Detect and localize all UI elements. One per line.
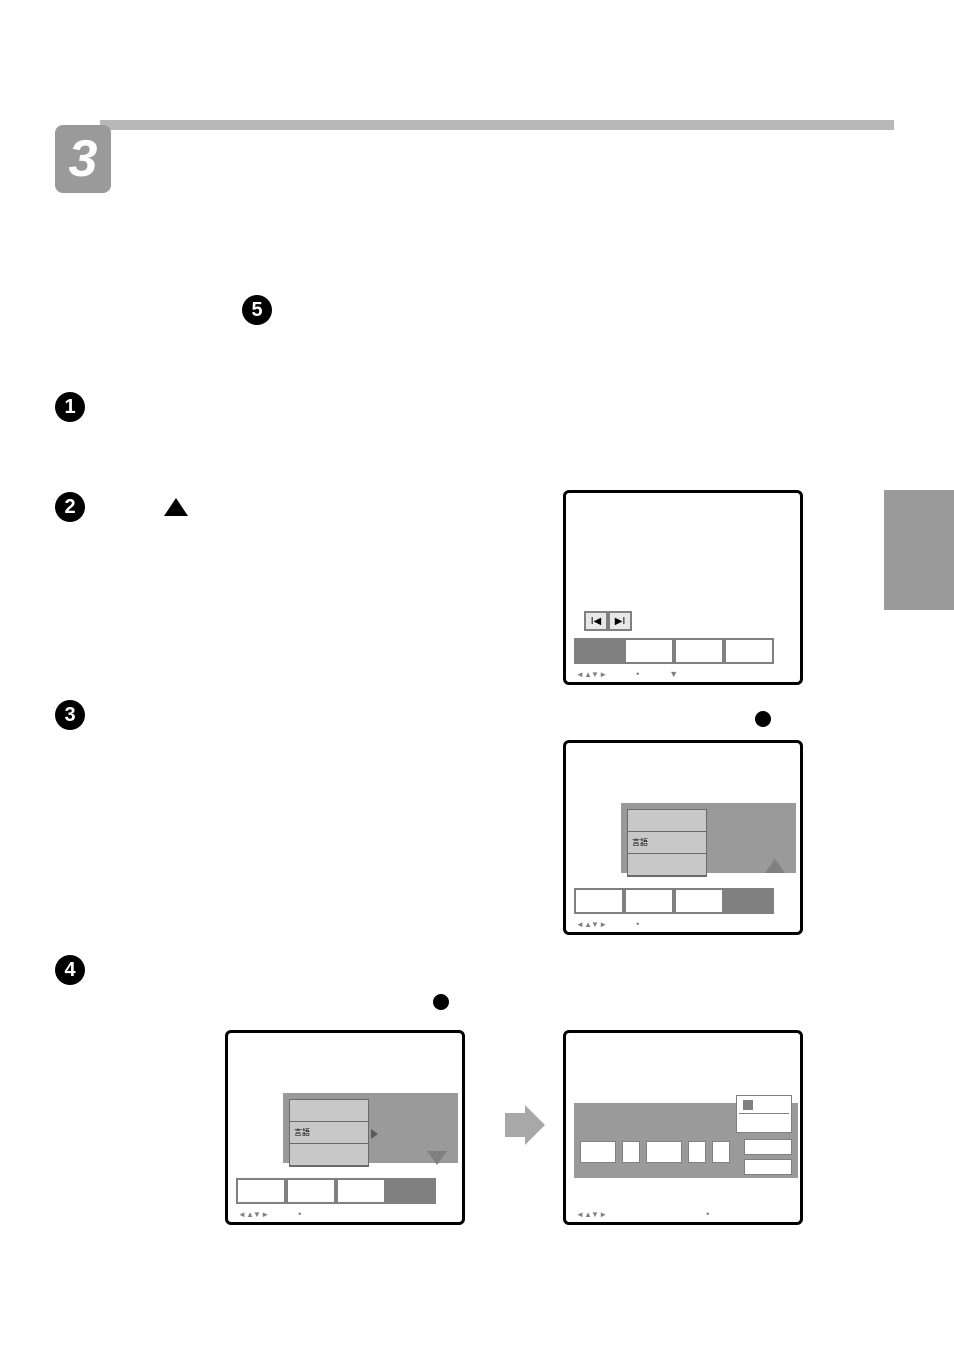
tab-cell [624,638,674,664]
tab-cell [236,1178,286,1204]
panel-row: 言語 [290,1122,368,1144]
tab-cell [336,1178,386,1204]
up-triangle-icon [164,498,188,516]
screen-footer: • [576,919,639,929]
tab-cell [574,638,624,664]
arrow-right-icon [505,1105,545,1150]
step-4-dot [433,993,449,1011]
mini-up-icon [765,859,785,873]
circled-4: 4 [55,955,85,985]
dot-icon [433,994,449,1010]
square-icon [743,1100,753,1110]
circled-3: 3 [55,700,85,730]
tab-cell [674,638,724,664]
right-chevron-icon [371,1129,378,1139]
screen-footer: • [238,1209,301,1219]
side-tab [884,490,954,610]
step-4: 4 [55,955,95,985]
panel-row [290,1144,368,1166]
panel-row [628,854,706,876]
popup-box [736,1095,792,1133]
screen-mock-4: • [563,1030,803,1225]
circled-2: 2 [55,492,85,522]
header-divider [100,120,894,130]
panel-row: 言語 [628,832,706,854]
screen-mock-2: 言語 • [563,740,803,935]
next-track-icon: ▶I [608,611,632,631]
screen-footer: •▼ [576,669,678,679]
tab-cell [724,638,774,664]
tab-cell [286,1178,336,1204]
step-3-dot [755,710,771,728]
mini-box [744,1139,792,1155]
tab-cell [574,888,624,914]
tab-cell [624,888,674,914]
mini-box-row [580,1141,730,1163]
intro-bullet-row: 5 [242,295,282,325]
panel-row [628,810,706,832]
mini-down-icon [427,1151,447,1165]
tab-cell [674,888,724,914]
screen-footer: • [576,1209,709,1219]
dot-icon [755,711,771,727]
mini-box [744,1159,792,1175]
tab-cell [386,1178,436,1204]
circled-5: 5 [242,295,272,325]
section-number-badge: 3 [55,125,111,193]
step-3: 3 [55,700,95,730]
panel-row [290,1100,368,1122]
prev-track-icon: I◀ [584,611,608,631]
screen-panel [574,1103,798,1178]
step-1: 1 [55,392,95,422]
step-2: 2 [55,492,188,522]
circled-1: 1 [55,392,85,422]
tab-cell [724,888,774,914]
screen-mock-1: I◀ ▶I •▼ [563,490,803,685]
screen-mock-3: 言語 • [225,1030,465,1225]
